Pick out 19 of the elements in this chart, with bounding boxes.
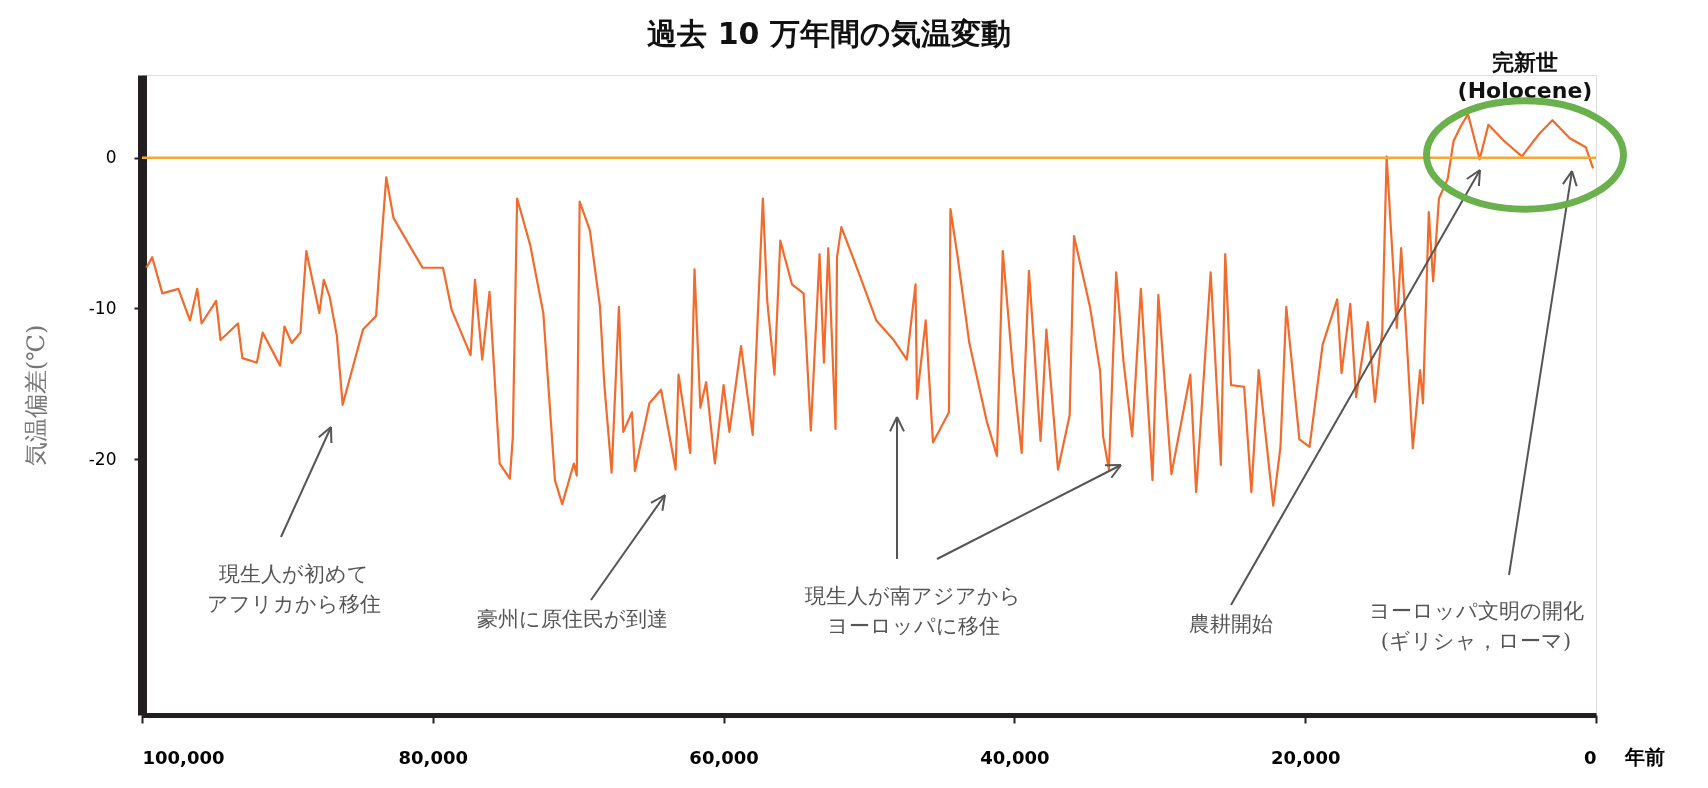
annotation: 現生人が南アジアからヨーロッパに移住	[805, 584, 1021, 638]
y-tick-label: -10	[88, 297, 117, 318]
y-tick-label: -20	[88, 448, 117, 469]
annotation: ヨーロッパ文明の開化 (ギリシャ，ローマ)	[1368, 599, 1584, 653]
annotation: 現生人が初めてアフリカから移住	[207, 562, 381, 616]
annotation: 完新世 (Holocene)	[1457, 50, 1593, 103]
line-series	[145, 113, 1595, 507]
x-axis-title: 年前	[1623, 744, 1665, 769]
x-tick-label: 100,000	[142, 746, 225, 768]
annotation: 農耕開始	[1189, 612, 1273, 636]
x-tick-label: 40,000	[980, 746, 1050, 768]
annotation: 豪州に原住民が到達	[476, 607, 668, 631]
x-tick-label: 60,000	[689, 746, 759, 768]
x-tick-label: 0	[1583, 746, 1597, 768]
x-tick-label: 20,000	[1270, 746, 1341, 768]
y-tick-label: 0	[105, 147, 117, 168]
y-axis-title: 気温偏差(℃)	[21, 324, 50, 467]
x-tick-label: 80,000	[398, 746, 469, 768]
chart-title: 過去 10 万年間の気温変動	[647, 16, 1011, 51]
